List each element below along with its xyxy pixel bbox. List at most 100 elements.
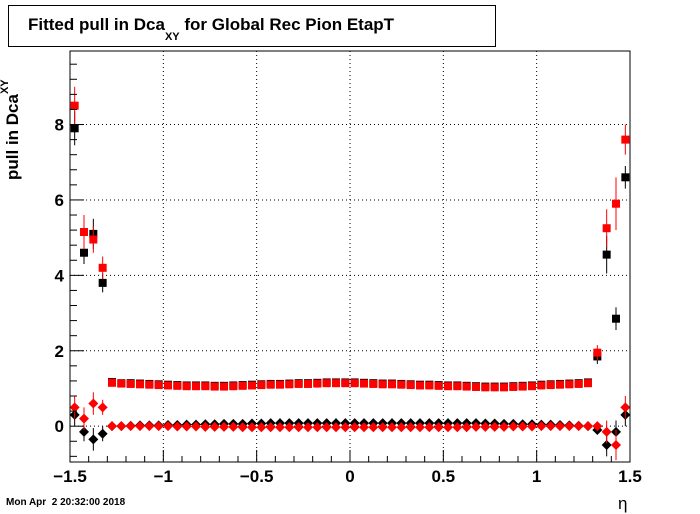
data-point-diamond [312, 422, 323, 433]
data-point-diamond [265, 422, 276, 433]
data-point-diamond [172, 421, 183, 432]
data-point-diamond [564, 421, 575, 432]
data-point-square [360, 379, 368, 388]
data-point-diamond [144, 421, 155, 432]
data-markers [69, 86, 631, 461]
data-point-diamond [209, 421, 220, 432]
data-point-square [98, 278, 107, 287]
data-point-square [378, 380, 387, 389]
data-point-diamond [359, 422, 369, 433]
data-point-square [276, 380, 284, 389]
data-point-diamond [88, 398, 99, 409]
data-point-diamond [256, 422, 267, 433]
data-point-square [332, 379, 340, 388]
data-point-diamond [368, 422, 379, 433]
data-point-diamond [237, 422, 248, 433]
data-point-diamond [321, 422, 332, 433]
data-point-diamond [293, 422, 304, 433]
data-point-square [201, 382, 210, 391]
data-point-diamond [219, 421, 229, 432]
data-point-square [266, 380, 275, 389]
data-point-diamond [601, 426, 612, 437]
data-point-diamond [284, 422, 295, 433]
data-point-square [210, 382, 219, 391]
data-point-square [173, 381, 182, 390]
x-tick-label: −1 [154, 467, 173, 486]
data-point-square [304, 379, 312, 388]
data-point-square [229, 382, 238, 391]
data-point-square [574, 379, 583, 388]
chart-title-suffix: for Global Rec Pion EtapT [179, 15, 395, 34]
data-point-square [565, 380, 574, 389]
data-point-diamond [480, 421, 491, 432]
data-point-square [98, 263, 107, 272]
x-tick-label: −0.5 [240, 467, 274, 486]
x-tick-label: 1 [532, 467, 541, 486]
data-point-diamond [247, 422, 257, 433]
data-point-square [164, 381, 172, 390]
data-point-square [238, 381, 247, 390]
data-point-square [518, 382, 527, 391]
data-point-square [472, 382, 480, 391]
data-point-diamond [79, 426, 89, 437]
data-point-diamond [452, 422, 463, 433]
data-point-diamond [601, 440, 612, 451]
data-point-square [350, 379, 359, 388]
data-point-square [80, 227, 88, 236]
data-point-diamond [97, 402, 108, 413]
data-point-square [546, 381, 555, 390]
data-point-square [70, 101, 79, 110]
data-point-square [136, 380, 144, 389]
data-point-diamond [387, 422, 397, 433]
data-point-diamond [396, 422, 407, 433]
y-tick-label: 8 [55, 116, 64, 135]
series-4 [69, 392, 631, 461]
data-point-square [602, 224, 611, 233]
data-point-square [444, 382, 452, 391]
data-point-square [621, 135, 630, 144]
data-point-square [388, 380, 396, 389]
data-point-square [462, 382, 471, 391]
data-point-square [145, 380, 154, 389]
data-point-square [322, 379, 331, 388]
data-point-diamond [592, 421, 603, 432]
data-point-square [612, 314, 620, 323]
data-point-diamond [583, 421, 593, 432]
data-point-square [528, 382, 536, 391]
data-point-square [313, 379, 322, 388]
data-point-diamond [163, 421, 173, 432]
data-point-square [220, 382, 228, 391]
data-point-diamond [88, 434, 99, 445]
data-point-diamond [191, 421, 201, 432]
data-point-diamond [275, 422, 285, 433]
y-tick-label: 2 [55, 342, 64, 361]
y-tick-label: 6 [55, 191, 64, 210]
data-point-square [621, 173, 630, 182]
data-point-diamond [499, 421, 509, 432]
data-point-diamond [107, 421, 117, 432]
data-point-diamond [555, 421, 565, 432]
x-tick-label: −1.5 [53, 467, 87, 486]
chart-title-main: Fitted pull in Dca [28, 15, 165, 34]
data-point-square [182, 382, 191, 391]
data-point-square [602, 250, 611, 259]
x-tick-label: 1.5 [618, 467, 642, 486]
data-point-square [453, 382, 462, 391]
data-point-diamond [125, 421, 136, 432]
data-point-diamond [443, 422, 453, 433]
data-point-diamond [461, 422, 472, 433]
data-point-square [108, 378, 116, 387]
data-point-diamond [153, 421, 164, 432]
data-point-square [341, 379, 350, 388]
title-box: Fitted pull in DcaXY for Global Rec Pion… [8, 5, 496, 47]
data-point-square [294, 379, 303, 388]
data-point-diamond [331, 422, 341, 433]
data-point-diamond [181, 421, 192, 432]
data-point-diamond [79, 413, 89, 424]
data-point-diamond [611, 440, 621, 451]
data-point-diamond [471, 421, 481, 432]
data-point-diamond [135, 421, 145, 432]
data-point-diamond [349, 422, 360, 433]
data-point-square [397, 380, 406, 389]
data-point-diamond [405, 422, 416, 433]
